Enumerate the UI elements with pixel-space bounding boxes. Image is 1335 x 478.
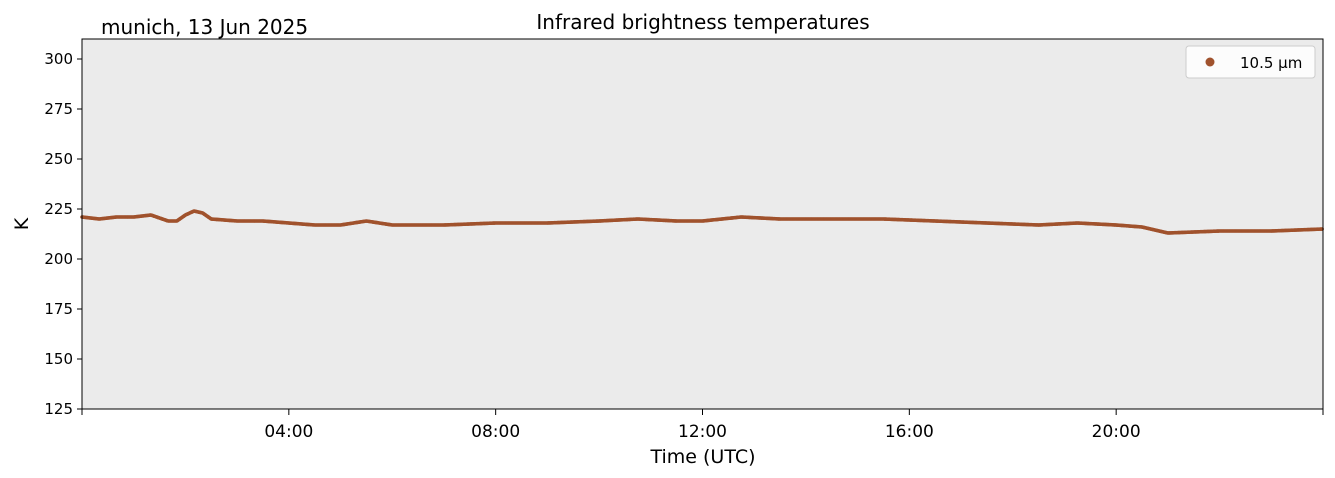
location-date-label: munich, 13 Jun 2025	[101, 15, 308, 39]
y-tick-label: 150	[44, 350, 73, 368]
x-ticks: 04:00 08:00 12:00 16:00 20:00	[81, 409, 1324, 442]
y-tick-label: 200	[44, 250, 73, 268]
y-ticks: 125 150 175 200 225 250 275 300	[44, 50, 82, 418]
x-tick-label: 08:00	[471, 422, 520, 442]
chart-title: Infrared brightness temperatures	[536, 10, 869, 34]
y-tick-label: 225	[44, 200, 73, 218]
legend-marker	[1205, 57, 1215, 67]
legend: 10.5 µm	[1185, 45, 1316, 79]
x-tick-label: 04:00	[264, 422, 313, 442]
y-tick-label: 275	[44, 100, 73, 118]
x-tick-label: 16:00	[885, 422, 934, 442]
legend-box	[1185, 45, 1316, 79]
y-tick-label: 250	[44, 150, 73, 168]
x-tick-label: 20:00	[1092, 422, 1141, 442]
y-tick-label: 175	[44, 300, 73, 318]
y-axis-label: K	[11, 217, 33, 230]
y-tick-label: 300	[44, 50, 73, 68]
x-tick-label: 12:00	[678, 422, 727, 442]
plot-background	[82, 39, 1323, 409]
legend-label: 10.5 µm	[1240, 54, 1302, 72]
y-tick-label: 125	[44, 400, 73, 418]
x-axis-label: Time (UTC)	[649, 446, 755, 468]
series-0	[80, 209, 1324, 235]
series-layer	[80, 209, 1324, 235]
